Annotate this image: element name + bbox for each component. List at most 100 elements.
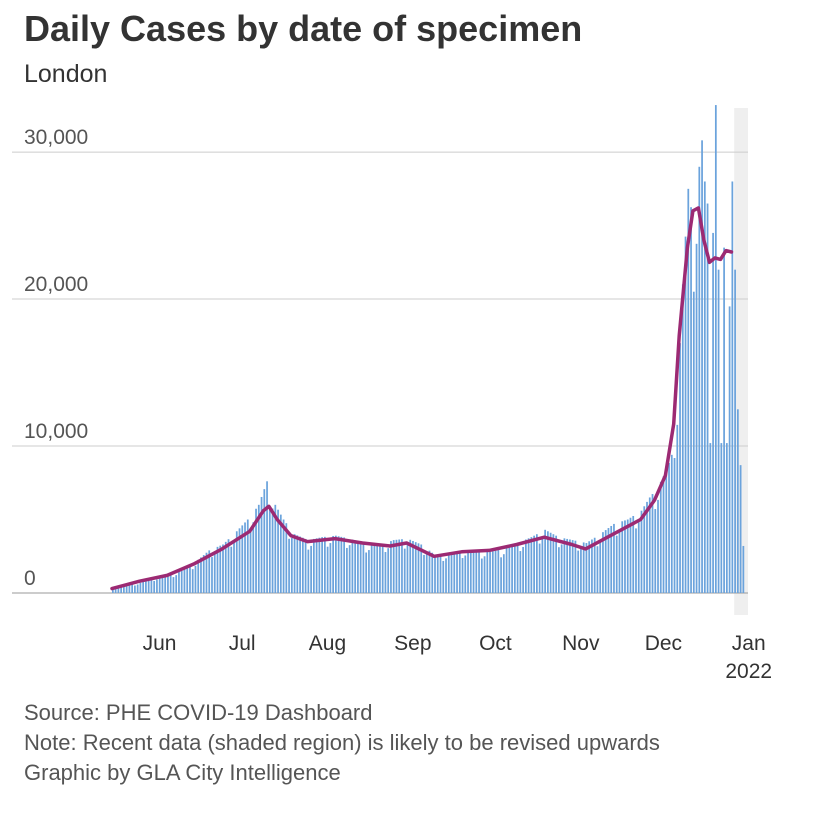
daily-bar (379, 544, 381, 593)
daily-bar (662, 476, 665, 593)
daily-bar (312, 538, 315, 593)
daily-bar (676, 424, 679, 593)
daily-bar (712, 232, 714, 593)
daily-bar (613, 523, 615, 593)
daily-bar (153, 580, 156, 593)
rolling-average-line (110, 206, 734, 591)
daily-bar (508, 546, 511, 593)
daily-bar (412, 540, 414, 593)
daily-bar (324, 536, 326, 593)
daily-bar (403, 548, 406, 593)
x-tick-label: Oct (479, 632, 512, 655)
daily-bar (158, 577, 161, 593)
daily-bar (368, 550, 370, 593)
daily-bar (651, 494, 654, 593)
average-line-layer (110, 206, 734, 591)
daily-bar (632, 515, 635, 593)
daily-bar (714, 105, 717, 593)
daily-bar (255, 508, 257, 593)
daily-bar (533, 535, 535, 593)
daily-bar (178, 571, 180, 593)
daily-bar (698, 166, 701, 593)
daily-bar (684, 236, 687, 593)
daily-bar (593, 537, 596, 593)
daily-bar (145, 580, 147, 593)
x-tick-label: Jan (732, 632, 766, 655)
daily-bar (555, 535, 558, 593)
daily-bar (428, 550, 431, 593)
daily-bar (547, 531, 549, 593)
daily-bar (183, 569, 186, 593)
daily-bar (673, 458, 676, 593)
daily-bar (401, 539, 403, 593)
daily-bar (346, 547, 348, 593)
daily-bar (392, 540, 395, 593)
daily-bar (607, 528, 610, 593)
daily-bar (271, 508, 274, 593)
daily-bar (252, 522, 255, 593)
daily-bar (321, 537, 323, 593)
daily-bar (142, 581, 145, 593)
daily-bar (734, 269, 736, 593)
daily-bar (230, 546, 233, 593)
daily-bar (246, 519, 249, 593)
daily-bar (450, 552, 453, 593)
daily-bar (293, 534, 296, 593)
daily-bar (139, 582, 142, 593)
daily-bar (571, 540, 574, 593)
daily-bar (516, 543, 519, 593)
daily-bar (290, 538, 293, 593)
daily-bar (618, 530, 621, 593)
daily-bar (582, 542, 585, 593)
daily-bar (414, 542, 417, 593)
daily-bar (681, 284, 684, 593)
daily-bar (213, 553, 216, 593)
daily-bar (131, 584, 134, 593)
daily-bar (354, 540, 357, 593)
daily-bar (409, 539, 412, 593)
daily-bar (736, 409, 739, 593)
daily-bar (569, 539, 571, 593)
daily-bar (629, 517, 632, 593)
daily-bar (359, 542, 362, 593)
daily-bar (136, 584, 139, 593)
daily-bar (456, 551, 458, 593)
daily-bar (637, 522, 640, 593)
daily-bar (640, 510, 643, 593)
daily-bar (626, 519, 629, 593)
daily-bar (725, 443, 728, 593)
daily-bar (585, 543, 588, 593)
daily-bar (527, 538, 530, 593)
daily-bar (337, 536, 340, 593)
daily-bar (274, 504, 277, 593)
daily-bar (373, 545, 376, 593)
daily-bar (222, 544, 224, 593)
daily-bar (431, 552, 434, 593)
daily-bar (279, 514, 282, 593)
daily-bar (216, 546, 219, 593)
daily-bar (128, 585, 131, 593)
daily-bar (318, 537, 321, 593)
daily-bar (701, 140, 703, 594)
gridlines-layer (12, 151, 748, 594)
daily-bar (310, 545, 312, 593)
daily-bar (731, 181, 734, 593)
daily-bar (453, 552, 456, 593)
daily-bar (497, 550, 500, 593)
daily-bar (351, 539, 354, 593)
daily-bar (134, 585, 136, 593)
daily-bar (486, 551, 489, 593)
x-tick-label: Sep (394, 632, 431, 655)
daily-bar (307, 549, 310, 593)
chart-subtitle: London (24, 60, 108, 88)
daily-bar (417, 543, 420, 593)
daily-bar (522, 546, 524, 593)
daily-bar (425, 553, 428, 593)
daily-bar (461, 558, 464, 593)
daily-bar (530, 537, 533, 593)
chart-canvas: 0 10,000 20,000 30,000 Jun Jul Aug Sep Oct Nov De… (12, 105, 772, 683)
daily-bar (519, 551, 522, 593)
daily-bar (560, 544, 563, 593)
daily-bar (659, 481, 662, 593)
daily-bar (511, 545, 513, 593)
